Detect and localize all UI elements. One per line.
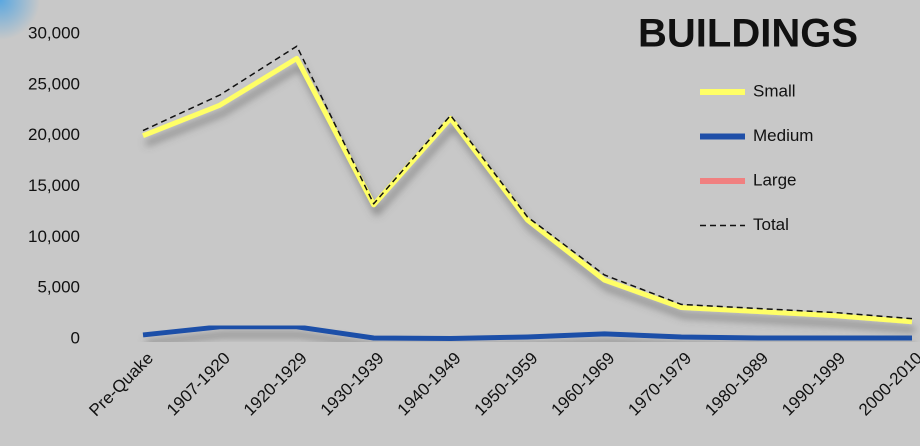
y-tick-label: 15,000	[28, 176, 80, 195]
y-tick-label: 25,000	[28, 74, 80, 93]
chart-title: BUILDINGS	[638, 12, 858, 56]
y-tick-label: 20,000	[28, 125, 80, 144]
legend-label: Medium	[753, 126, 813, 145]
y-tick-label: 0	[71, 328, 80, 347]
series-line	[142, 324, 912, 341]
y-tick-label: 5,000	[37, 278, 80, 297]
legend-label: Large	[753, 170, 796, 189]
series-line	[142, 45, 913, 320]
y-tick-label: 30,000	[28, 23, 80, 42]
corner-accent	[0, 0, 40, 40]
series-line	[142, 55, 913, 325]
legend-label: Total	[753, 215, 789, 234]
y-tick-label: 10,000	[28, 227, 80, 246]
legend-label: Small	[753, 81, 796, 100]
